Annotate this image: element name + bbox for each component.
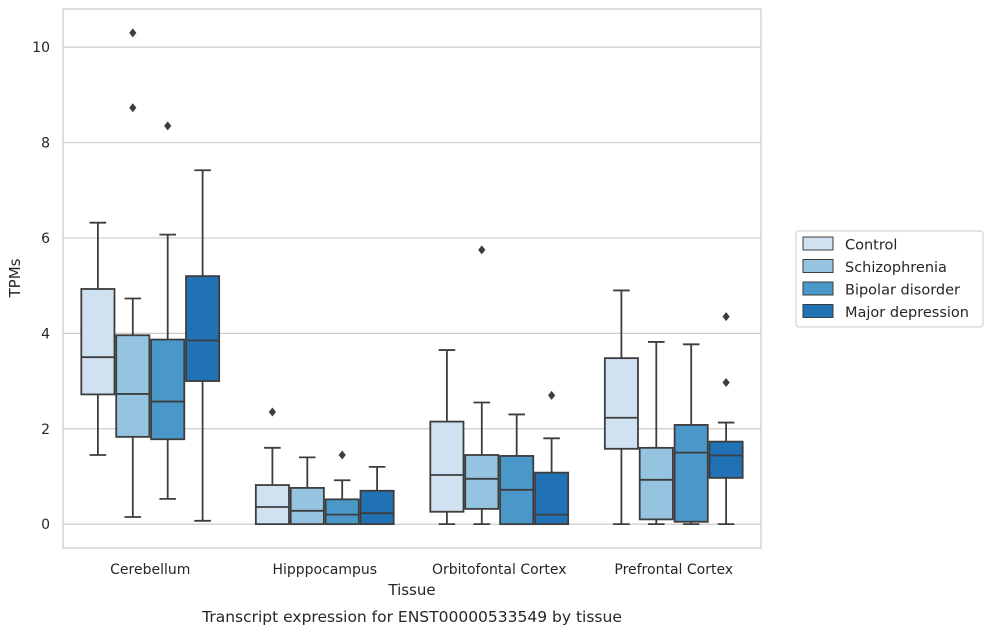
outlier-point [548,390,556,400]
outlier-point [129,28,137,38]
legend-label: Schizophrenia [845,260,947,276]
outlier-point [129,103,137,113]
legend-swatch [802,259,834,273]
box-major-depression [708,312,744,526]
x-tick-label: Hipppocampus [272,562,377,578]
outlier-point [268,407,276,417]
box-major-depression [185,169,221,522]
x-tick-label: Prefrontal Cortex [614,562,733,578]
box-schizophrenia [638,341,674,526]
box-schizophrenia [115,28,151,518]
iqr-box [150,338,186,441]
iqr-box [464,454,500,510]
iqr-box [324,498,360,526]
iqr-box [359,489,395,526]
iqr-box [638,446,674,521]
iqr-box [80,288,116,396]
box-bipolar-disorder [673,343,709,526]
plot-frame [62,8,762,549]
legend-swatch [802,281,834,296]
y-tick-label: 8 [41,136,50,152]
iqr-box [534,471,570,526]
legend-swatch [802,236,834,251]
legend-frame [795,230,984,328]
box-schizophrenia [464,245,500,526]
y-axis-label: TPMs [6,258,24,298]
legend: Control Schizophrenia Bipolar disorder Majo… [795,230,984,328]
iqr-box [115,334,151,438]
legend-label: Control [845,238,897,254]
y-tick-label: 6 [41,231,50,247]
figure-caption: Transcript expression for ENST0000053354… [201,608,622,626]
box-control [254,407,290,526]
box-control [80,221,116,456]
box-control [429,349,465,526]
box-schizophrenia [289,456,325,526]
y-tick-labels: 0 2 4 6 8 10 [32,40,50,533]
iqr-box [603,357,639,450]
y-tick-label: 0 [41,517,50,533]
outlier-point [338,450,346,460]
y-tick-label: 10 [32,40,50,56]
outlier-point [722,312,730,322]
box-bipolar-disorder [150,121,186,500]
y-tick-label: 2 [41,422,50,438]
iqr-box [673,424,709,523]
outlier-point [164,121,172,131]
iqr-box [708,440,744,479]
legend-label: Bipolar disorder [845,283,960,299]
x-tick-label: Cerebellum [110,562,190,578]
iqr-box [429,420,465,513]
box-groups [80,28,744,526]
legend-swatch [802,304,834,318]
box-bipolar-disorder [324,450,360,526]
x-axis-label: Tissue [387,581,435,599]
outlier-point [722,377,730,387]
y-tick-label: 4 [41,326,50,342]
box-bipolar-disorder [499,413,535,526]
legend-label: Major depression [845,305,969,321]
iqr-box [254,484,290,526]
box-control [603,289,639,526]
outlier-point [478,245,486,255]
iqr-box [185,275,221,382]
x-tick-label: Orbitofontal Cortex [432,562,567,578]
box-major-depression [534,390,570,526]
box-major-depression [359,466,395,526]
iqr-box [289,486,325,526]
x-tick-labels: Cerebellum Hipppocampus Orbitofontal Corte… [110,562,733,578]
